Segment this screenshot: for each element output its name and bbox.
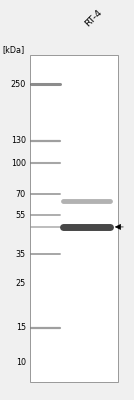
Text: 10: 10: [16, 358, 26, 367]
Text: 250: 250: [11, 80, 26, 89]
Text: 100: 100: [11, 159, 26, 168]
Text: 70: 70: [16, 190, 26, 199]
Text: RT-4: RT-4: [84, 8, 104, 28]
Text: [kDa]: [kDa]: [2, 46, 24, 54]
Text: 130: 130: [11, 136, 26, 145]
Text: 15: 15: [16, 323, 26, 332]
Bar: [30, 55, 118, 382]
Text: 35: 35: [16, 250, 26, 259]
Text: 55: 55: [16, 211, 26, 220]
Text: 25: 25: [16, 279, 26, 288]
